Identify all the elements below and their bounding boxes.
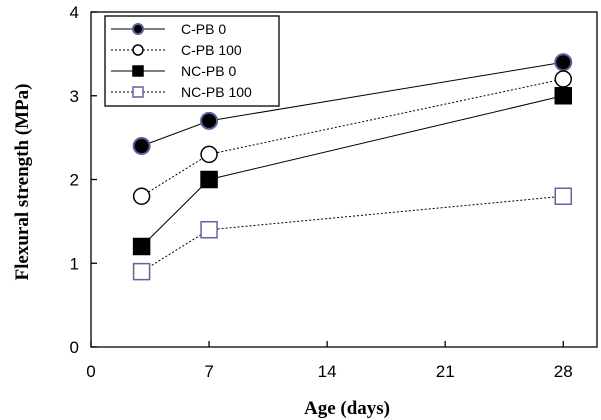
y-tick-label: 1 (70, 254, 79, 273)
x-tick-label: 14 (318, 362, 337, 381)
data-point-series-1 (200, 111, 219, 130)
data-point-series-2 (132, 187, 151, 205)
x-tick-label: 7 (204, 362, 213, 381)
legend-marker (132, 65, 144, 77)
data-point-series-3 (554, 87, 573, 105)
x-tick-label: 0 (86, 362, 95, 381)
data-point-series-3 (132, 237, 151, 256)
legend-label: NC-PB 100 (181, 84, 252, 100)
y-axis-title: Flexural strength (MPa) (12, 84, 33, 281)
data-point-series-4 (200, 221, 218, 239)
y-tick-label: 2 (70, 171, 79, 190)
y-tick-label: 3 (70, 87, 79, 106)
series-markers (132, 53, 573, 281)
y-tick-label: 0 (70, 338, 79, 357)
x-axis-title: Age (days) (304, 398, 390, 419)
series-line-4 (141, 195, 564, 273)
data-point-series-1 (132, 137, 151, 155)
data-point-series-1 (554, 53, 573, 72)
legend: C-PB 0 C-PB 100 NC-PB 0 NC-PB 100 (104, 15, 280, 107)
data-point-series-2 (200, 145, 218, 164)
data-point-series-4 (554, 187, 573, 205)
legend-label: NC-PB 0 (181, 63, 236, 79)
y-tick-label: 4 (70, 3, 79, 22)
legend-marker (132, 86, 144, 98)
legend-marker (132, 23, 144, 35)
x-tick-label: 28 (554, 362, 573, 381)
legend-marker (132, 44, 144, 56)
data-point-series-4 (132, 262, 151, 281)
legend-label: C-PB 0 (181, 21, 226, 37)
data-point-series-3 (200, 170, 218, 189)
data-point-series-2 (554, 70, 573, 88)
series-line-2 (141, 78, 564, 197)
legend-label: C-PB 100 (181, 42, 242, 58)
axes-group: 0 1 2 3 4 0 7 14 21 28 (70, 3, 598, 381)
x-tick-label: 21 (436, 362, 455, 381)
